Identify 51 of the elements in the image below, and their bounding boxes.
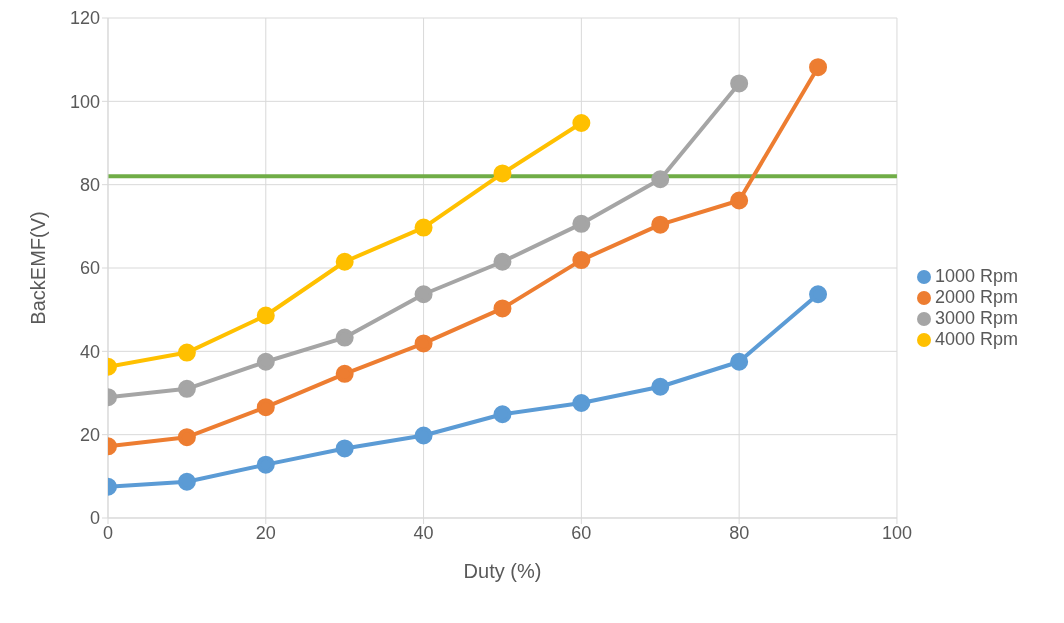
x-tick-label: 80 <box>729 522 750 543</box>
point <box>651 215 670 234</box>
y-tick-label: 100 <box>69 91 100 112</box>
point <box>414 218 433 237</box>
point <box>493 164 512 183</box>
x-tick-label: 20 <box>255 522 276 543</box>
point <box>335 364 354 383</box>
point <box>730 74 749 93</box>
point <box>651 377 670 396</box>
point <box>177 343 196 362</box>
x-tick-label: 100 <box>881 522 912 543</box>
y-tick-label: 0 <box>89 508 100 529</box>
point <box>414 334 433 353</box>
point <box>809 58 828 77</box>
legend-label: 2000 Rpm <box>934 287 1018 307</box>
point <box>493 405 512 424</box>
point <box>651 170 670 189</box>
point <box>335 439 354 458</box>
point <box>572 251 591 270</box>
point <box>572 214 591 233</box>
point <box>414 285 433 304</box>
point <box>572 394 591 412</box>
point <box>335 328 354 347</box>
x-tick-label: 40 <box>413 522 434 543</box>
x-tick-label: 0 <box>102 522 114 543</box>
legend-label: 4000 Rpm <box>934 329 1018 349</box>
y-tick-label: 80 <box>79 175 100 196</box>
point <box>335 252 354 271</box>
point <box>572 114 591 132</box>
point <box>493 299 512 318</box>
y-axis-title: BackEMF(V) <box>27 211 50 325</box>
point <box>177 379 196 398</box>
point <box>177 472 196 491</box>
point <box>256 455 275 474</box>
point <box>493 252 512 271</box>
point <box>256 398 275 417</box>
legend-label: 1000 Rpm <box>934 266 1018 286</box>
y-tick-label: 20 <box>79 425 100 446</box>
y-tick-label: 60 <box>79 258 100 279</box>
point <box>730 191 749 210</box>
point <box>809 285 828 304</box>
point <box>414 426 433 445</box>
point <box>177 428 196 447</box>
y-tick-label: 40 <box>79 341 100 362</box>
point <box>256 352 275 371</box>
x-tick-label: 60 <box>571 522 592 543</box>
y-tick-label: 120 <box>69 8 100 29</box>
point <box>730 352 749 371</box>
legend-label: 3000 Rpm <box>934 308 1018 328</box>
x-axis-title: Duty (%) <box>463 560 542 582</box>
point <box>256 306 275 325</box>
